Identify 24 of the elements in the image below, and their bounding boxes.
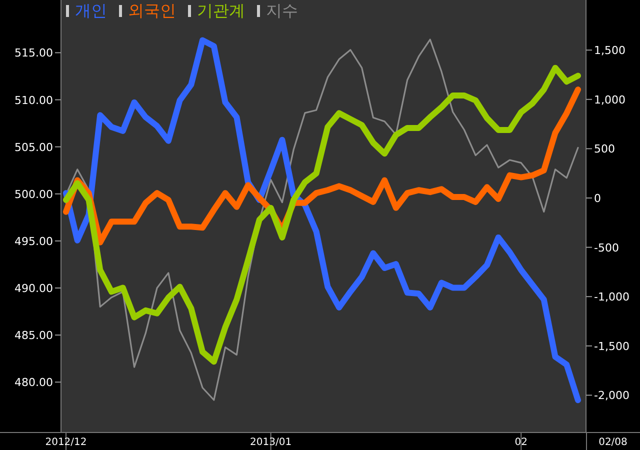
text: 기관계 bbox=[197, 1, 245, 20]
text: 개인 bbox=[75, 1, 107, 20]
y2-tick-label: 500 bbox=[594, 142, 615, 156]
y-tick-label: 505.00 bbox=[14, 140, 53, 154]
y2-tick-label: -1,500 bbox=[594, 340, 630, 353]
text: 지수 bbox=[266, 1, 298, 20]
text: 외국인 bbox=[128, 1, 176, 20]
x-tick-label: 02 bbox=[514, 437, 528, 448]
y2-tick-label: 1,000 bbox=[594, 93, 626, 106]
y-tick-label: 485.00 bbox=[14, 329, 53, 342]
y-tick-label: 495.00 bbox=[14, 234, 53, 248]
y2-tick-label: 1,500 bbox=[594, 44, 626, 58]
y2-tick-label: -2,000 bbox=[594, 389, 630, 402]
text: 02/08 bbox=[598, 437, 628, 448]
y-tick-label: 480.00 bbox=[14, 376, 53, 390]
y-tick-label: 500.00 bbox=[14, 188, 53, 201]
x-tick-label: 2012/12 bbox=[45, 437, 87, 448]
y-tick-label: 515.00 bbox=[14, 46, 53, 60]
y-tick-label: 490.00 bbox=[14, 282, 53, 295]
y2-tick-label: -1,000 bbox=[594, 290, 630, 304]
y-tick-label: 510.00 bbox=[14, 94, 53, 107]
x-tick-label: 2013/01 bbox=[250, 437, 292, 448]
y2-tick-label: 0 bbox=[594, 192, 601, 206]
y2-tick-label: -500 bbox=[594, 241, 619, 254]
